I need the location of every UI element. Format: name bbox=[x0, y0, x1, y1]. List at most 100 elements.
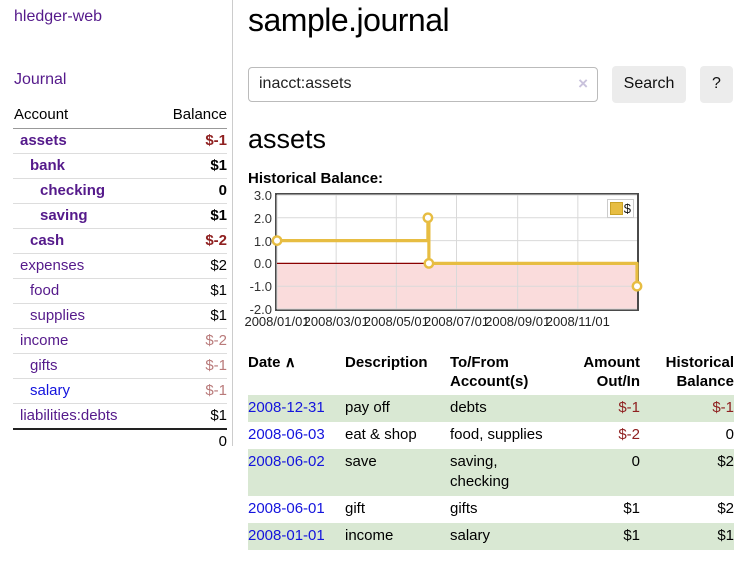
transaction-accounts: food, supplies bbox=[450, 426, 543, 443]
account-row-liabilities-debts: liabilities:debts $1 bbox=[13, 403, 227, 429]
account-balance: 0 bbox=[153, 178, 227, 204]
transaction-description: eat & shop bbox=[345, 426, 417, 443]
x-tick-label: 2008/09/01 bbox=[485, 314, 551, 329]
account-row-expenses: expenses $2 bbox=[13, 253, 227, 279]
main-content: sample.journal × Search ? assets Histori… bbox=[244, 0, 735, 550]
y-tick-label: -1.0 bbox=[249, 279, 272, 295]
y-tick-label: 1.0 bbox=[253, 233, 272, 249]
account-balance: $1 bbox=[153, 303, 227, 329]
account-row-food: food $1 bbox=[13, 278, 227, 304]
sort-ascending-icon: ∧ bbox=[284, 354, 296, 371]
accounts-header-row: Account Balance bbox=[13, 103, 227, 129]
account-row-gifts: gifts $-1 bbox=[13, 353, 227, 379]
search-input[interactable] bbox=[248, 66, 598, 102]
register-header-date[interactable]: Date ∧ bbox=[248, 351, 345, 395]
transaction-row: 2008-01-01 income salary $1 $1 bbox=[248, 523, 734, 550]
account-balance: $1 bbox=[153, 403, 227, 429]
date-header-label: Date bbox=[248, 354, 281, 371]
transaction-date-link[interactable]: 2008-06-02 bbox=[248, 453, 325, 470]
account-link-assets[interactable]: assets bbox=[20, 132, 67, 149]
account-balance: $-1 bbox=[153, 353, 227, 379]
x-tick-label: 2008/07/01 bbox=[423, 314, 490, 329]
accounts-header-account: Account bbox=[13, 103, 154, 129]
account-row-supplies: supplies $1 bbox=[13, 303, 227, 329]
transaction-date-link[interactable]: 2008-06-03 bbox=[248, 426, 325, 443]
search-button[interactable]: Search bbox=[612, 65, 686, 103]
account-link-liabilities-debts[interactable]: liabilities:debts bbox=[20, 407, 118, 424]
transaction-amount: $1 bbox=[623, 500, 640, 517]
account-link-cash[interactable]: cash bbox=[30, 232, 65, 249]
transaction-description: save bbox=[345, 449, 450, 496]
chart-title: Historical Balance: bbox=[248, 170, 384, 187]
transaction-description: income bbox=[345, 523, 450, 550]
x-tick-label: 2008/05/01 bbox=[363, 314, 429, 329]
account-link-expenses[interactable]: expenses bbox=[20, 257, 85, 274]
transaction-accounts: saving, checking bbox=[450, 449, 550, 496]
register-header-row: Date ∧ Description To/From Account(s) Am… bbox=[248, 351, 734, 395]
search-form: × Search ? bbox=[248, 65, 735, 103]
y-tick-label: -2.0 bbox=[249, 302, 272, 317]
chart-plot-area: $ bbox=[271, 193, 643, 311]
account-balance: $-2 bbox=[153, 328, 227, 354]
x-tick-label: 2008/01/01 bbox=[244, 314, 310, 329]
account-row-salary: salary $-1 bbox=[13, 378, 227, 404]
transaction-date-link[interactable]: 2008-06-01 bbox=[248, 500, 325, 517]
y-tick-label: 0.0 bbox=[253, 256, 272, 272]
transaction-row: 2008-06-03 eat & shop food, supplies $-2… bbox=[248, 422, 734, 449]
account-row-income: income $-2 bbox=[13, 328, 227, 354]
transaction-row: 2008-12-31 pay off debts $-1 $-1 bbox=[248, 395, 734, 422]
transaction-row: 2008-06-01 gift gifts $1 $2 bbox=[248, 496, 734, 523]
account-link-gifts[interactable]: gifts bbox=[30, 357, 58, 374]
y-tick-label: 3.0 bbox=[253, 188, 272, 203]
account-row-assets: assets $-1 bbox=[13, 129, 227, 154]
account-row-cash: cash $-2 bbox=[13, 228, 227, 254]
help-button[interactable]: ? bbox=[700, 65, 733, 103]
clear-search-icon[interactable]: × bbox=[578, 73, 588, 93]
transaction-accounts: salary bbox=[450, 523, 550, 550]
search-input-wrap: × bbox=[248, 66, 598, 102]
accounts-header-balance: Balance bbox=[153, 103, 227, 129]
accounts-table: Account Balance assets $-1 bank $1 check… bbox=[13, 103, 227, 454]
transaction-description: gift bbox=[345, 500, 366, 517]
legend-label: $ bbox=[623, 201, 631, 216]
register-header-tofrom: To/From Account(s) bbox=[450, 354, 529, 390]
register-header-balance: Historical Balance bbox=[665, 354, 734, 390]
transaction-amount: $1 bbox=[550, 523, 640, 550]
account-heading: assets bbox=[248, 124, 327, 154]
account-balance: $-1 bbox=[153, 378, 227, 404]
accounts-total-row: 0 bbox=[13, 428, 227, 454]
account-link-supplies[interactable]: supplies bbox=[30, 307, 86, 324]
y-tick-label: 2.0 bbox=[253, 210, 272, 226]
sidebar: hledger-web Journal Account Balance asse… bbox=[0, 0, 233, 454]
x-tick-label: 2008/03/01 bbox=[303, 314, 369, 329]
transaction-accounts: gifts bbox=[450, 500, 478, 517]
account-link-bank[interactable]: bank bbox=[30, 157, 66, 174]
register-header-amount: Amount Out/In bbox=[583, 354, 640, 390]
sidebar-item-journal[interactable]: Journal bbox=[14, 71, 67, 88]
transaction-date-link[interactable]: 2008-01-01 bbox=[248, 527, 325, 544]
account-row-bank: bank $1 bbox=[13, 153, 227, 179]
page-title: sample.journal bbox=[248, 2, 450, 38]
account-link-salary[interactable]: salary bbox=[30, 382, 71, 399]
account-balance: $1 bbox=[153, 153, 227, 179]
chart-legend: $ bbox=[606, 199, 634, 218]
account-balance: $2 bbox=[153, 253, 227, 279]
transaction-balance: 0 bbox=[725, 426, 734, 443]
transaction-amount: $-2 bbox=[618, 426, 640, 443]
register-header-description: Description bbox=[345, 354, 428, 371]
account-link-checking[interactable]: checking bbox=[40, 182, 106, 199]
account-balance: $1 bbox=[153, 278, 227, 304]
transaction-accounts: debts bbox=[450, 395, 550, 422]
transaction-row: 2008-06-02 save saving, checking 0 $2 bbox=[248, 449, 734, 496]
transaction-date-link[interactable]: 2008-12-31 bbox=[248, 399, 325, 416]
app-title-link[interactable]: hledger-web bbox=[14, 8, 103, 25]
accounts-total-value: 0 bbox=[153, 428, 227, 454]
account-link-food[interactable]: food bbox=[30, 282, 60, 299]
transaction-balance: $2 bbox=[640, 449, 734, 496]
legend-swatch-icon bbox=[609, 202, 623, 215]
historical-balance-chart: 3.0 2.0 1.0 0.0 -1.0 -2.0 $ 2008/01/01 2008/03… bbox=[244, 189, 735, 333]
account-link-saving[interactable]: saving bbox=[40, 207, 88, 224]
transaction-balance: $1 bbox=[640, 523, 734, 550]
account-link-income[interactable]: income bbox=[20, 332, 69, 349]
x-tick-label: 2008/11/01 bbox=[545, 314, 610, 329]
